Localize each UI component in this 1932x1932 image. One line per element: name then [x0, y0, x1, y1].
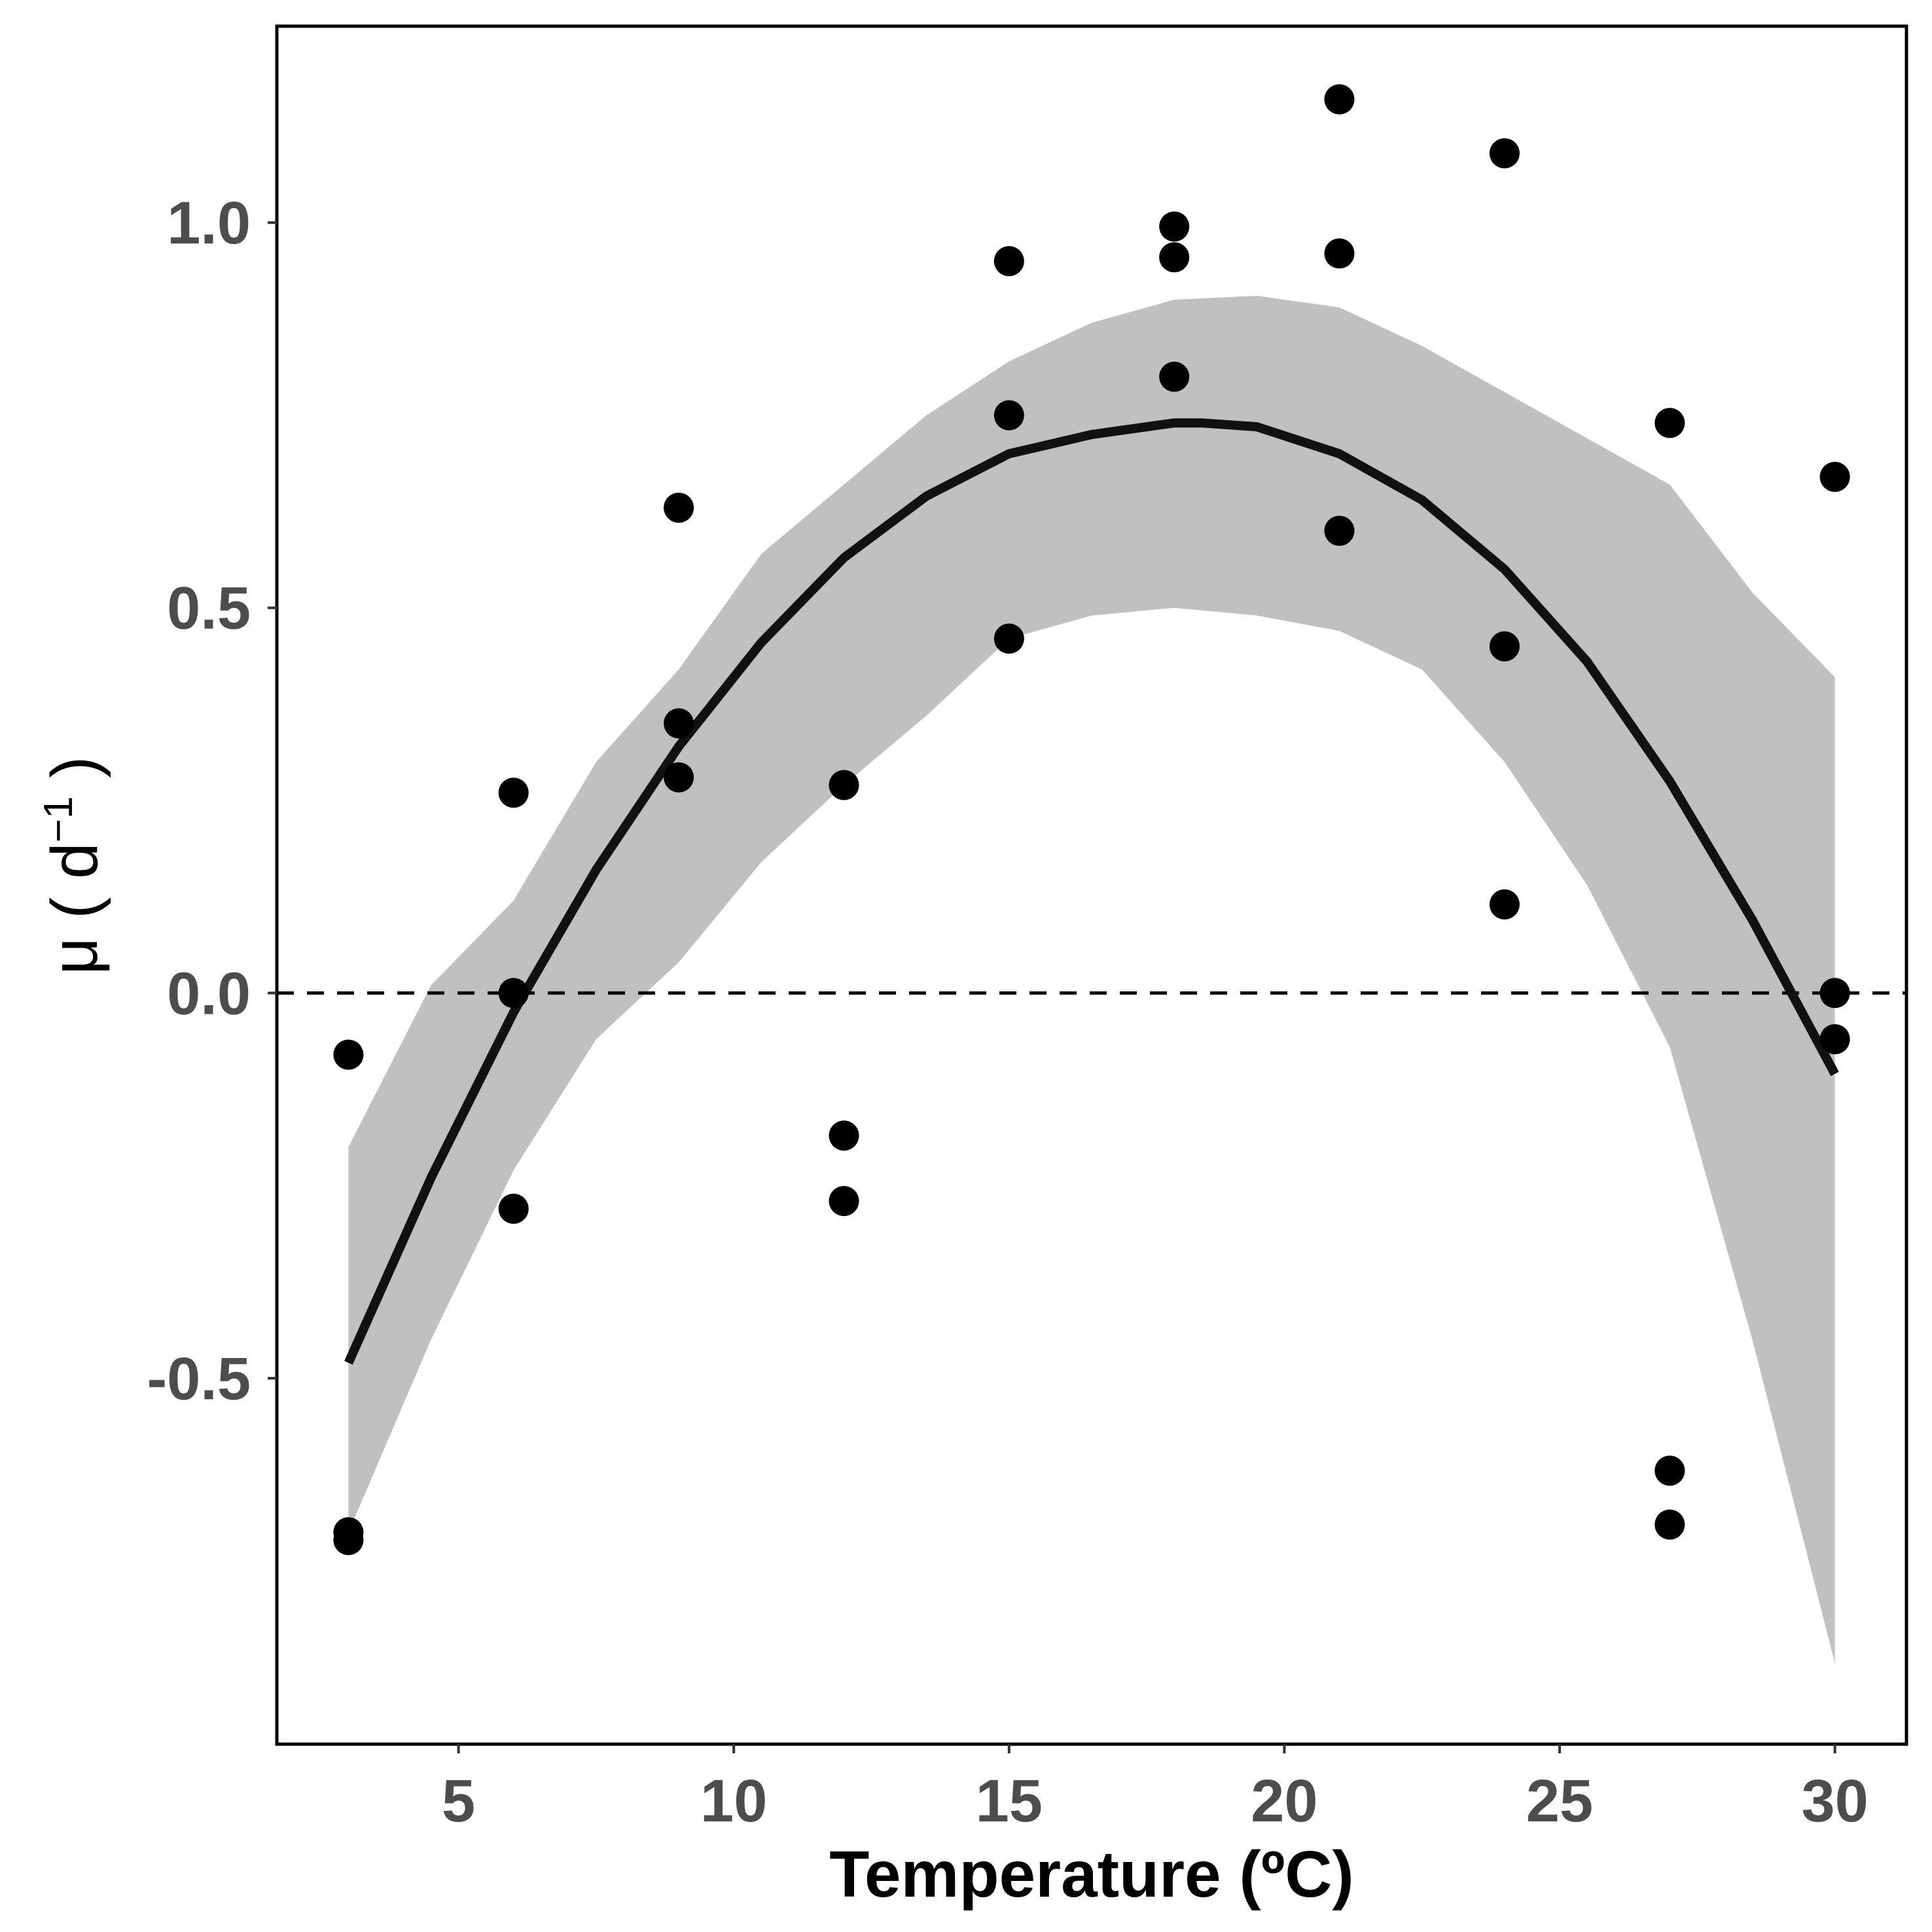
x-axis-ticks: 5 10 15 20 25 30: [442, 1744, 1869, 1834]
fit-curve: [344, 418, 1839, 1365]
fit-curve-layer: [344, 418, 1839, 1365]
y-axis-title-exponent: −1: [36, 796, 81, 843]
y-tick-label: 0.5: [167, 575, 251, 642]
data-point: [1655, 1456, 1685, 1486]
data-point: [333, 1039, 364, 1070]
data-point: [498, 978, 529, 1009]
data-point: [1159, 361, 1190, 392]
data-point: [1159, 211, 1190, 242]
x-tick-label: 30: [1801, 1768, 1868, 1834]
data-point: [498, 778, 529, 808]
data-point: [1489, 138, 1520, 169]
data-point: [1159, 242, 1190, 273]
y-axis-title: μ ( d−1 ): [36, 757, 111, 975]
x-tick-label: 10: [700, 1768, 767, 1834]
data-point: [829, 1120, 859, 1151]
data-point: [1324, 516, 1355, 546]
plot-frame: [275, 24, 1908, 1746]
data-point: [993, 400, 1024, 431]
data-point: [1819, 1024, 1850, 1054]
x-tick-label: 5: [442, 1768, 475, 1834]
data-point: [829, 770, 859, 800]
data-point: [1324, 84, 1355, 115]
x-tick-label: 25: [1526, 1768, 1593, 1834]
confidence-band-layer: [348, 296, 1835, 1664]
data-point: [1819, 978, 1850, 1009]
confidence-band: [348, 296, 1835, 1664]
data-point: [498, 1193, 529, 1224]
data-point: [1819, 461, 1850, 492]
data-point: [664, 762, 694, 793]
data-point: [664, 492, 694, 523]
data-point: [1655, 408, 1685, 438]
data-point: [1324, 238, 1355, 269]
data-point: [1655, 1509, 1685, 1540]
data-points-layer: [333, 84, 1850, 1556]
data-point: [664, 708, 694, 739]
data-point: [993, 246, 1024, 276]
y-axis-title-main: μ ( d: [38, 842, 111, 975]
data-point: [333, 1525, 364, 1556]
data-point: [993, 623, 1024, 654]
data-point: [829, 1186, 859, 1217]
data-point: [1489, 889, 1520, 920]
y-axis-title-tail: ): [38, 757, 111, 796]
x-axis-title: Temperature (ºC): [829, 1838, 1353, 1911]
x-tick-label: 20: [1251, 1768, 1317, 1834]
y-tick-label: 1.0: [167, 190, 251, 257]
y-axis-ticks: -0.5 0.0 0.5 1.0: [147, 190, 277, 1412]
x-tick-label: 15: [976, 1768, 1043, 1834]
y-tick-label: 0.0: [167, 960, 251, 1027]
y-tick-label: -0.5: [147, 1346, 251, 1412]
data-point: [1489, 631, 1520, 662]
